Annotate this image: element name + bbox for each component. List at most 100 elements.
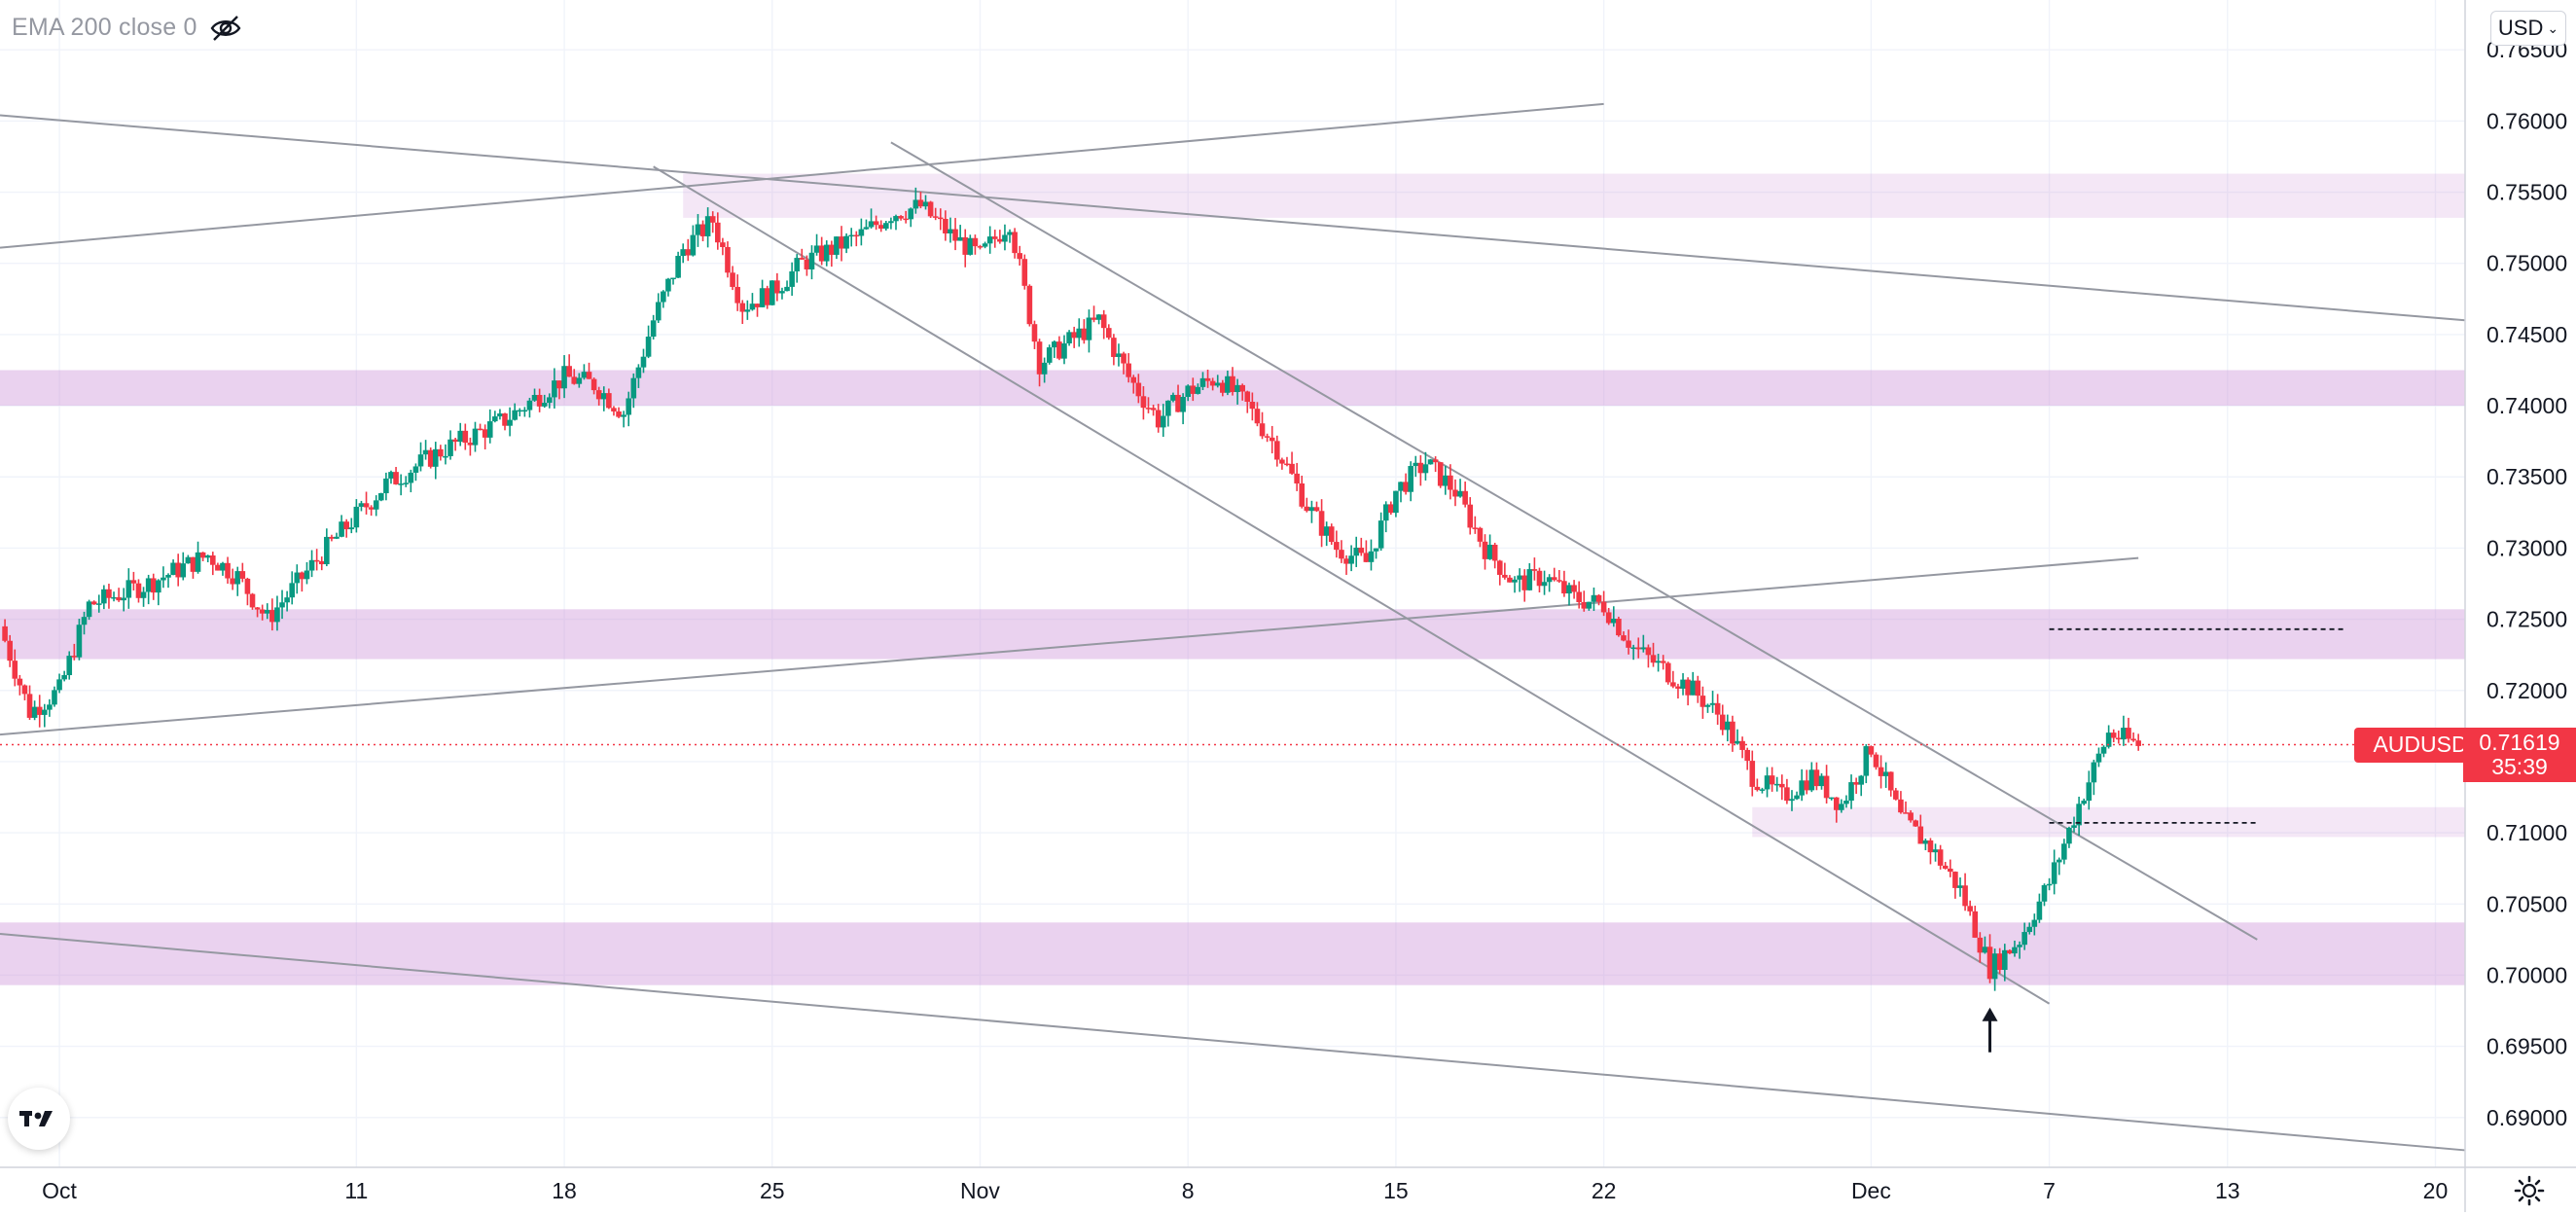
candle [590,377,597,395]
candle [1318,499,1325,548]
candle [1591,587,1597,612]
candle [1086,309,1092,353]
candle-body [690,234,697,256]
candle-body [1521,575,1528,590]
candle-body [383,478,389,494]
candle-body [661,291,666,303]
candle [1056,336,1062,361]
candle-body [680,249,686,257]
candle [1220,379,1226,397]
candle [1234,378,1240,405]
candle [1808,762,1815,793]
candle [204,554,211,562]
candle-body [12,661,18,679]
candle-body [2110,733,2117,738]
time-axis[interactable]: Oct 11 18 25 Nov 8 15 22 Dec 7 13 20 [0,1166,2576,1203]
candle-body [823,244,830,262]
currency-selector[interactable]: USD ⌄ [2490,11,2566,46]
candle-body [393,472,399,484]
x-tick-label: Dec [1851,1178,1891,1203]
candle-body [1012,232,1018,254]
price-axis[interactable]: 0.765000.760000.755000.750000.745000.740… [2464,0,2567,1212]
candle-body [497,413,503,417]
candle [234,566,241,596]
x-tick-label: 25 [760,1178,785,1203]
candle-body [1517,575,1522,580]
candle [1898,791,1904,814]
candle [1957,876,1963,897]
candle [1551,567,1557,582]
candle [937,208,944,231]
candle-body [249,593,256,608]
candle-body [1209,380,1216,386]
candle-body [438,448,444,457]
candle-body [1967,906,1973,911]
candle-body [259,609,266,614]
candle [1259,411,1266,440]
candle [709,211,716,233]
y-tick-label: 0.73000 [2487,535,2567,560]
candle [1195,383,1201,395]
candle-body [1898,799,1904,813]
candle-body [1353,547,1360,556]
x-tick-label: 11 [344,1178,368,1203]
candle [1323,521,1330,547]
candle [626,391,632,427]
candle-body [1769,775,1775,785]
candle-body [284,597,290,603]
candle-body [130,580,137,584]
candle [536,388,543,412]
gear-icon[interactable] [2510,1171,2549,1210]
indicator-label[interactable]: EMA 200 close 0 [12,14,197,41]
candle [1853,777,1859,795]
candle [170,559,176,576]
candle-body [1432,459,1439,463]
candle-body [843,235,849,249]
candle [1699,686,1706,719]
candle-body [645,337,652,357]
candle-body [1823,775,1830,799]
candle [1170,392,1176,403]
candle [640,348,647,374]
candle-body [794,258,801,271]
candle [1017,245,1023,267]
candle [2121,715,2127,746]
eye-crossed-icon[interactable] [208,12,243,45]
candle-body [1496,560,1503,575]
candle-body [561,366,567,389]
candle [1467,497,1474,535]
x-tick-label: 8 [1182,1178,1195,1203]
candle-body [2071,825,2077,828]
candle-body [640,356,647,368]
candle-body [804,259,810,269]
candle [1239,383,1245,401]
candle [1937,844,1944,870]
candle-body [209,555,216,565]
candle [1704,703,1711,713]
candle-body [566,366,572,377]
candle [249,592,256,610]
candle-body [482,429,488,438]
candle [877,220,884,232]
candle-body [21,685,28,695]
candle [1116,343,1122,367]
candle [106,584,112,609]
candle-body [972,237,979,247]
candle-body [1145,408,1152,410]
candle-body [1922,840,1929,844]
tradingview-logo-icon[interactable] [8,1088,70,1150]
candle [1190,377,1197,402]
candle-body [1180,397,1186,412]
candle-body [2086,782,2093,802]
candle-body [517,410,523,412]
y-tick-label: 0.69000 [2487,1105,2567,1130]
candle [1655,654,1662,672]
candle [2135,733,2141,751]
candle-body [1491,544,1498,561]
candle-body [1052,341,1057,348]
candle [121,588,127,612]
candle-body [1086,317,1092,340]
candle [932,207,939,221]
candle [1130,375,1137,394]
